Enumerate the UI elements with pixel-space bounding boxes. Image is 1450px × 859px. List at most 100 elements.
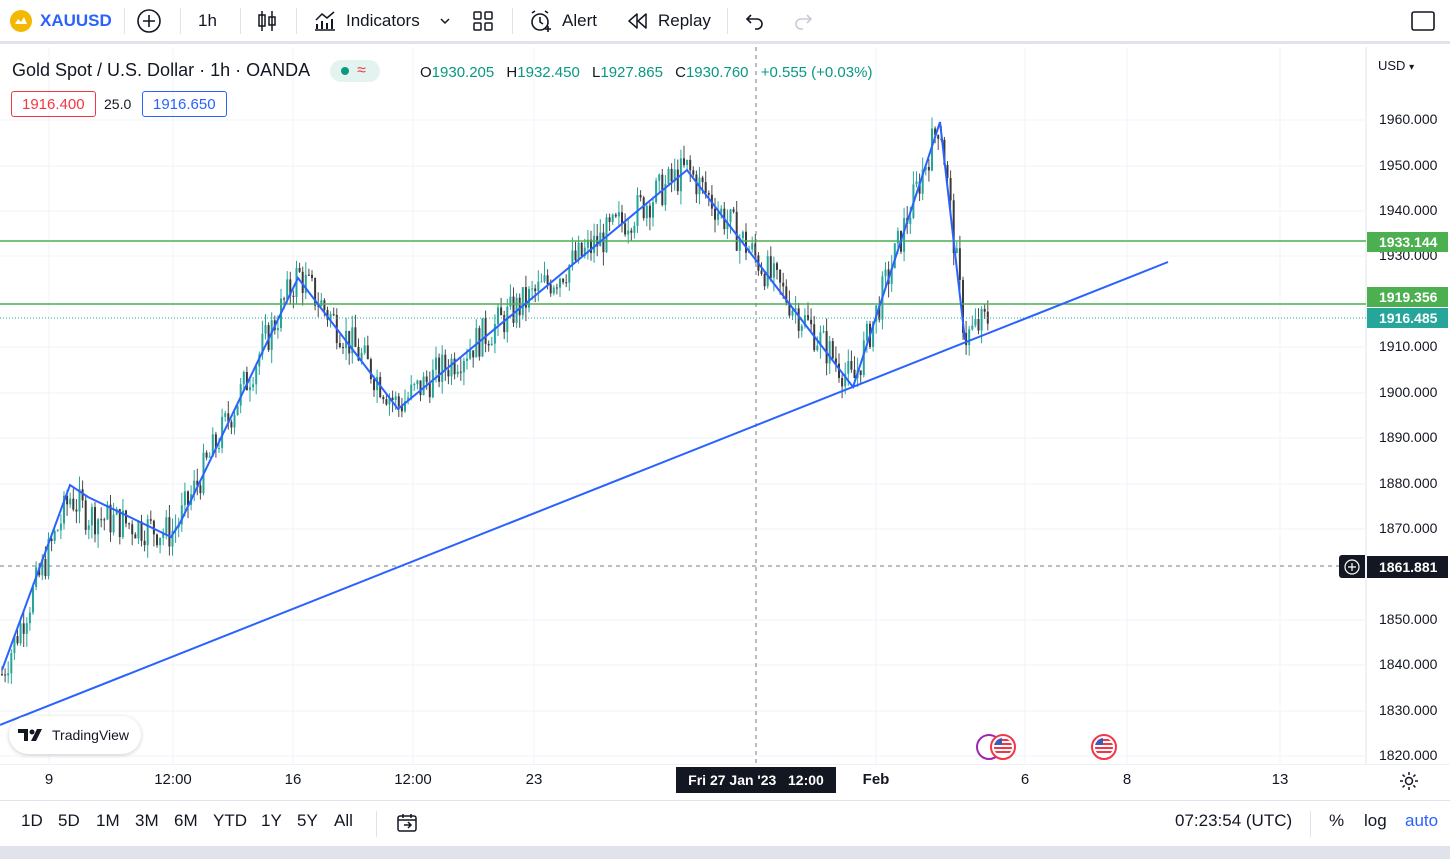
candle — [199, 480, 202, 500]
indicators-button[interactable]: Indicators — [312, 0, 452, 42]
candle — [642, 195, 645, 221]
undo-button[interactable] — [744, 0, 766, 42]
buy-button[interactable]: 1916.650 — [142, 91, 227, 117]
candle — [630, 227, 633, 242]
candle — [692, 166, 695, 177]
legend-title: Gold Spot / U.S. Dollar · 1h · OANDA — [12, 60, 310, 80]
add-alert-crosshair-button[interactable] — [1339, 555, 1365, 578]
range-6m-button[interactable]: 6M — [174, 811, 198, 830]
candle — [156, 533, 158, 548]
candle — [717, 201, 720, 226]
fullscreen-button[interactable] — [1410, 0, 1436, 42]
candle — [735, 201, 738, 252]
candle — [252, 377, 255, 392]
candle — [794, 296, 797, 324]
candle — [800, 324, 803, 338]
candle — [314, 277, 317, 311]
range-all-button[interactable]: All — [334, 811, 353, 830]
candle — [208, 452, 211, 458]
candle — [146, 514, 149, 558]
alert-button[interactable]: Alert — [528, 0, 597, 42]
price-tick-label: 1850.000 — [1379, 611, 1438, 627]
range-1m-button[interactable]: 1M — [96, 811, 120, 830]
candle — [25, 617, 28, 647]
trend-line-drawing[interactable] — [0, 261, 1169, 726]
price-tick-label: 1950.000 — [1379, 157, 1438, 173]
candle — [382, 395, 385, 404]
auto-scale-toggle[interactable]: auto — [1405, 811, 1439, 830]
compare-symbol-button[interactable] — [136, 0, 162, 42]
candle — [292, 290, 295, 309]
range-1d-button[interactable]: 1D — [21, 811, 43, 830]
candle — [159, 537, 162, 554]
range-1y-button[interactable]: 1Y — [261, 811, 282, 830]
zigzag-drawing[interactable] — [1, 121, 966, 671]
candle — [766, 250, 769, 289]
close-value: 1930.760 — [685, 64, 749, 81]
currency-selector[interactable]: USD ▾ — [1378, 58, 1414, 73]
range-ytd-button[interactable]: YTD — [213, 811, 247, 830]
top-toolbar: XAUUSD 1h Indicators Alert Replay — [0, 0, 1450, 44]
percent-scale-toggle[interactable]: % — [1329, 811, 1345, 830]
plus-circle-icon — [137, 9, 161, 33]
range-5d-button[interactable]: 5D — [58, 811, 80, 830]
time-tick-label: 12:00 — [394, 771, 432, 788]
layouts-button[interactable] — [472, 0, 494, 42]
candle — [555, 283, 558, 295]
candle — [915, 171, 918, 188]
candle — [664, 175, 667, 211]
gear-icon — [1400, 772, 1418, 790]
candle — [363, 337, 366, 355]
candle — [927, 159, 930, 182]
market-status-badge[interactable]: ≈ — [330, 60, 381, 83]
time-tick-label: 16 — [284, 771, 302, 788]
log-scale-toggle[interactable]: log — [1364, 811, 1387, 830]
sell-button[interactable]: 1916.400 — [11, 91, 96, 117]
candle — [211, 427, 214, 458]
price-tick-label: 1840.000 — [1379, 656, 1438, 672]
candle — [249, 377, 251, 402]
symbol-search-button[interactable]: XAUUSD — [10, 0, 112, 42]
candle — [475, 319, 478, 358]
chart-type-button[interactable] — [256, 0, 278, 42]
tradingview-watermark[interactable]: TradingView — [9, 716, 141, 754]
candle — [952, 193, 955, 266]
candle — [109, 495, 112, 542]
us-flag-event-badge[interactable] — [989, 733, 1017, 761]
candle — [125, 509, 127, 528]
candle — [413, 382, 416, 391]
candle — [720, 205, 723, 219]
range-3m-button[interactable]: 3M — [135, 811, 159, 830]
candle — [621, 204, 623, 233]
candle — [562, 277, 565, 285]
us-flag-event-badge-2[interactable] — [1090, 733, 1118, 761]
candle — [428, 371, 431, 404]
candle — [965, 320, 968, 355]
candle — [289, 271, 292, 304]
candle — [841, 374, 844, 399]
candle — [819, 325, 822, 359]
candle — [53, 529, 56, 544]
candle — [332, 307, 335, 317]
candle — [193, 470, 196, 502]
replay-label: Replay — [658, 11, 711, 30]
candle — [683, 145, 685, 168]
go-to-date-button[interactable] — [396, 812, 418, 839]
price-chart[interactable] — [0, 47, 1450, 765]
candle — [453, 352, 456, 380]
candle — [751, 236, 754, 253]
candle — [580, 241, 583, 258]
candle — [298, 262, 301, 273]
redo-button[interactable] — [792, 0, 814, 42]
candle — [84, 495, 87, 535]
low-value: 1927.865 — [600, 64, 663, 81]
utc-clock[interactable]: 07:23:54 (UTC) — [1175, 811, 1293, 830]
chart-settings-button[interactable] — [1398, 770, 1420, 797]
interval-button[interactable]: 1h — [198, 0, 217, 42]
replay-button[interactable]: Replay — [626, 0, 711, 42]
candle — [537, 270, 540, 302]
range-5y-button[interactable]: 5Y — [297, 811, 318, 830]
candle — [714, 198, 716, 233]
candle — [152, 519, 155, 547]
candle — [859, 370, 862, 383]
